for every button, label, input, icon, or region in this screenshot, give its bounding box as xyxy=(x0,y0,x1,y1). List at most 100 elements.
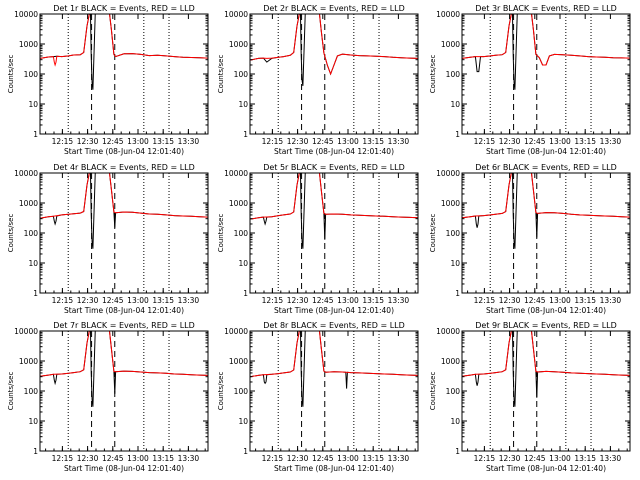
x-tick-label: 12:45 xyxy=(312,137,334,146)
x-tick-label: 12:30 xyxy=(77,454,99,463)
y-axis-label: Counts/sec xyxy=(217,372,225,411)
x-tick-label: 13:15 xyxy=(152,296,174,305)
x-tick-label: 12:30 xyxy=(77,296,99,305)
y-tick-label: 100 xyxy=(24,229,39,238)
panel-title: Det 9r BLACK = Events, RED = LLD xyxy=(475,321,617,330)
x-tick-label: 13:15 xyxy=(362,454,384,463)
x-axis-label: Start Time (08-Jun-04 12:01:40) xyxy=(64,306,184,315)
x-tick-label: 13:30 xyxy=(388,454,410,463)
y-tick-label: 1 xyxy=(243,289,248,298)
plot-frame xyxy=(39,330,209,452)
events-series-line xyxy=(250,14,418,86)
x-tick-label: 12:45 xyxy=(312,296,334,305)
lld-series-line xyxy=(462,173,630,219)
panel-det-6: Det 6r BLACK = Events, RED = LLD 1 10 100 10… xyxy=(429,163,631,315)
x-tick-label: 13:00 xyxy=(127,296,149,305)
y-tick-label: 100 xyxy=(24,387,39,396)
x-tick-label: 13:15 xyxy=(574,296,596,305)
x-tick-label: 12:45 xyxy=(312,454,334,463)
y-tick-label: 100 xyxy=(446,229,461,238)
y-tick-label: 1 xyxy=(33,447,38,456)
y-axis-label: Counts/sec xyxy=(429,214,437,253)
x-axis-label: Start Time (08-Jun-04 12:01:40) xyxy=(486,306,606,315)
y-tick-label: 1000 xyxy=(229,40,248,49)
y-tick-label: 100 xyxy=(24,70,39,79)
events-series-line xyxy=(40,173,208,249)
plot-frame xyxy=(39,172,209,294)
y-axis-label: Counts/sec xyxy=(429,372,437,411)
lld-series-line xyxy=(250,173,418,220)
events-series-line xyxy=(462,173,630,249)
x-tick-label: 12:30 xyxy=(77,137,99,146)
y-tick-label: 100 xyxy=(446,70,461,79)
panel-title: Det 3r BLACK = Events, RED = LLD xyxy=(475,4,617,13)
panel-title: Det 6r BLACK = Events, RED = LLD xyxy=(475,163,617,172)
y-tick-label: 10 xyxy=(238,417,248,426)
plot-frame xyxy=(249,172,419,294)
x-tick-label: 12:15 xyxy=(474,296,496,305)
x-tick-label: 13:00 xyxy=(549,137,571,146)
events-series-line xyxy=(250,331,418,407)
x-tick-label: 12:15 xyxy=(474,137,496,146)
x-tick-label: 12:15 xyxy=(52,137,74,146)
y-axis-label: Counts/sec xyxy=(217,55,225,94)
y-tick-label: 1 xyxy=(33,130,38,139)
x-axis-label: Start Time (08-Jun-04 12:01:40) xyxy=(486,464,606,473)
x-tick-label: 12:30 xyxy=(287,296,309,305)
y-tick-label: 10 xyxy=(450,259,460,268)
y-tick-label: 10000 xyxy=(224,169,248,178)
y-tick-label: 100 xyxy=(234,70,249,79)
x-tick-label: 13:15 xyxy=(362,296,384,305)
x-axis-label: Start Time (08-Jun-04 12:01:40) xyxy=(64,464,184,473)
y-tick-label: 10000 xyxy=(14,10,38,19)
x-axis-label: Start Time (08-Jun-04 12:01:40) xyxy=(274,306,394,315)
x-axis-label: Start Time (08-Jun-04 12:01:40) xyxy=(64,147,184,156)
x-tick-label: 13:30 xyxy=(178,137,200,146)
x-tick-label: 12:30 xyxy=(499,454,521,463)
y-axis-label: Counts/sec xyxy=(7,372,15,411)
x-tick-label: 13:00 xyxy=(127,454,149,463)
lld-series-line xyxy=(462,14,630,66)
y-tick-label: 10 xyxy=(450,100,460,109)
x-tick-label: 13:15 xyxy=(362,137,384,146)
y-tick-label: 10 xyxy=(450,417,460,426)
x-tick-label: 13:00 xyxy=(337,137,359,146)
plot-frame xyxy=(461,13,631,135)
x-tick-label: 13:30 xyxy=(600,296,622,305)
x-tick-label: 12:30 xyxy=(499,137,521,146)
lld-series-line xyxy=(462,331,630,377)
x-tick-label: 12:15 xyxy=(262,454,284,463)
x-tick-label: 13:15 xyxy=(574,137,596,146)
y-tick-label: 1 xyxy=(455,130,460,139)
y-tick-label: 100 xyxy=(234,387,249,396)
plot-frame xyxy=(249,13,419,135)
y-tick-label: 1 xyxy=(455,447,460,456)
x-tick-label: 12:15 xyxy=(262,296,284,305)
x-tick-label: 12:15 xyxy=(474,454,496,463)
y-tick-label: 100 xyxy=(234,229,249,238)
x-tick-label: 12:45 xyxy=(102,137,124,146)
events-series-line xyxy=(40,331,208,407)
y-tick-label: 10 xyxy=(28,259,38,268)
plot-frame xyxy=(461,172,631,294)
y-tick-label: 100 xyxy=(446,387,461,396)
events-series-line xyxy=(462,331,630,407)
panel-det-5: Det 5r BLACK = Events, RED = LLD 1 10 100 10… xyxy=(217,163,419,315)
plot-frame xyxy=(39,13,209,135)
y-tick-label: 10000 xyxy=(14,169,38,178)
y-axis-label: Counts/sec xyxy=(7,214,15,253)
y-tick-label: 1 xyxy=(243,447,248,456)
x-axis-label: Start Time (08-Jun-04 12:01:40) xyxy=(274,464,394,473)
y-tick-label: 10 xyxy=(28,100,38,109)
y-tick-label: 1 xyxy=(33,289,38,298)
lld-series-line xyxy=(250,331,418,378)
y-tick-label: 10000 xyxy=(436,169,460,178)
y-axis-label: Counts/sec xyxy=(7,55,15,94)
panel-title: Det 8r BLACK = Events, RED = LLD xyxy=(263,321,405,330)
panel-title: Det 1r BLACK = Events, RED = LLD xyxy=(53,4,195,13)
panel-det-8: Det 8r BLACK = Events, RED = LLD 1 10 100 10… xyxy=(217,321,419,473)
x-tick-label: 13:15 xyxy=(574,454,596,463)
events-series-line xyxy=(462,14,630,90)
panel-det-2: Det 2r BLACK = Events, RED = LLD 1 10 100 10… xyxy=(217,4,419,156)
